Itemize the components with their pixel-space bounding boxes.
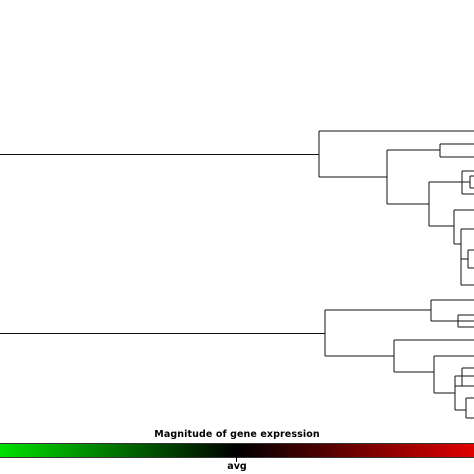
avg-label: avg bbox=[227, 461, 247, 472]
legend-title: Magnitude of gene expression bbox=[154, 429, 320, 440]
expression-color-scale bbox=[0, 443, 474, 458]
avg-tick-mark bbox=[236, 457, 237, 462]
